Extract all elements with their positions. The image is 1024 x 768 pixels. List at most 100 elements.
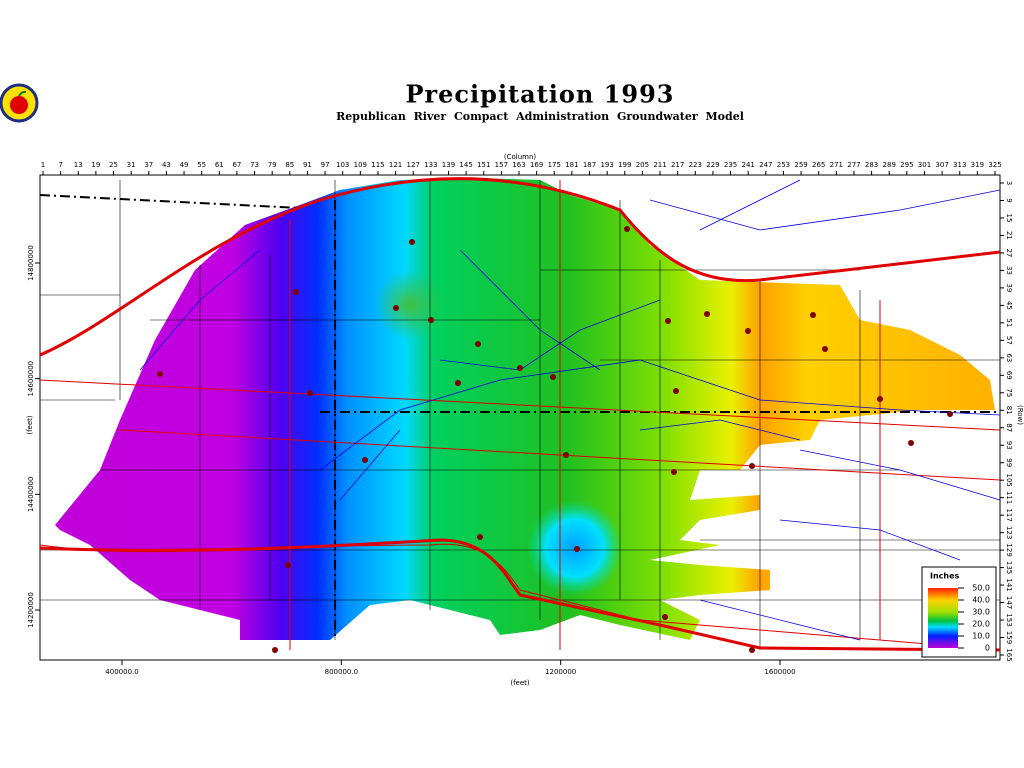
row-tick-label: 165 <box>1005 648 1013 661</box>
column-tick-label: 205 <box>636 161 649 169</box>
legend-tick-label: 50.0 <box>972 584 990 593</box>
row-tick-label: 27 <box>1005 248 1013 257</box>
row-tick-label: 21 <box>1005 231 1013 240</box>
column-tick-label: 265 <box>812 161 825 169</box>
column-tick-label: 259 <box>794 161 807 169</box>
row-tick-label: 159 <box>1005 631 1013 644</box>
column-tick-label: 37 <box>144 161 153 169</box>
row-tick-label: 129 <box>1005 543 1013 556</box>
column-tick-label: 193 <box>600 161 613 169</box>
column-tick-label: 235 <box>724 161 737 169</box>
row-tick-label: 141 <box>1005 578 1013 591</box>
column-tick-label: 223 <box>689 161 702 169</box>
column-tick-label: 271 <box>830 161 843 169</box>
row-tick-label: 153 <box>1005 613 1013 626</box>
column-tick-label: 289 <box>883 161 896 169</box>
map-title: Precipitation 1993 <box>405 80 674 109</box>
column-axis-label: (Column) <box>504 153 537 161</box>
column-tick-label: 61 <box>215 161 224 169</box>
column-tick-label: 187 <box>583 161 596 169</box>
legend-colorbar <box>928 588 958 648</box>
row-tick-label: 111 <box>1005 491 1013 504</box>
column-tick-label: 181 <box>565 161 578 169</box>
x-axis-label: (feet) <box>510 679 530 687</box>
column-tick-label: 127 <box>407 161 420 169</box>
column-tick-label: 283 <box>865 161 878 169</box>
column-tick-label: 13 <box>74 161 83 169</box>
y-tick-label: 14800000 <box>27 245 35 281</box>
column-tick-label: 31 <box>127 161 136 169</box>
row-tick-label: 93 <box>1005 441 1013 450</box>
column-tick-label: 25 <box>109 161 118 169</box>
column-tick-label: 67 <box>232 161 241 169</box>
column-tick-label: 151 <box>477 161 490 169</box>
column-tick-label: 277 <box>847 161 860 169</box>
row-tick-label: 45 <box>1005 301 1013 310</box>
logo <box>0 83 39 123</box>
y-tick-label: 14200000 <box>27 592 35 628</box>
column-tick-label: 43 <box>162 161 171 169</box>
column-tick-label: 73 <box>250 161 259 169</box>
x-tick-label: 1200000 <box>545 668 576 676</box>
column-tick-label: 79 <box>268 161 277 169</box>
row-tick-label: 75 <box>1005 388 1013 397</box>
column-tick-label: 55 <box>197 161 206 169</box>
row-tick-label: 63 <box>1005 353 1013 362</box>
row-tick-label: 147 <box>1005 596 1013 609</box>
column-tick-label: 109 <box>354 161 367 169</box>
column-tick-label: 49 <box>180 161 189 169</box>
y-tick-label: 14600000 <box>27 361 35 397</box>
column-tick-label: 241 <box>741 161 754 169</box>
column-tick-label: 7 <box>58 161 62 169</box>
row-tick-label: 15 <box>1005 214 1013 223</box>
legend-title: Inches <box>930 572 960 581</box>
row-tick-label: 33 <box>1005 266 1013 275</box>
row-tick-label: 57 <box>1005 336 1013 345</box>
legend-tick-label: 40.0 <box>972 596 990 605</box>
column-tick-label: 157 <box>495 161 508 169</box>
column-tick-label: 325 <box>988 161 1001 169</box>
row-axis-label: (Row) <box>1016 405 1024 425</box>
column-tick-label: 19 <box>91 161 100 169</box>
map-subtitle: Republican River Compact Administration … <box>336 110 744 123</box>
column-tick-label: 103 <box>336 161 349 169</box>
column-tick-label: 133 <box>424 161 437 169</box>
y-axis-label: (feet) <box>26 415 34 435</box>
stations <box>157 226 953 653</box>
column-tick-label: 253 <box>777 161 790 169</box>
column-tick-label: 169 <box>530 161 543 169</box>
column-tick-label: 115 <box>371 161 384 169</box>
column-tick-label: 229 <box>706 161 719 169</box>
rivers <box>139 179 1001 641</box>
column-tick-label: 307 <box>935 161 948 169</box>
y-tick-label: 14400000 <box>27 477 35 513</box>
row-tick-label: 81 <box>1005 406 1013 415</box>
column-tick-label: 163 <box>512 161 525 169</box>
column-tick-label: 1 <box>41 161 45 169</box>
row-tick-label: 99 <box>1005 458 1013 467</box>
legend-tick-label: 30.0 <box>972 608 990 617</box>
column-tick-label: 199 <box>618 161 631 169</box>
row-tick-label: 3 <box>1005 181 1013 185</box>
x-tick-label: 800000.0 <box>325 668 358 676</box>
column-tick-label: 175 <box>548 161 561 169</box>
legend-tick-label: 10.0 <box>972 632 990 641</box>
row-tick-label: 135 <box>1005 561 1013 574</box>
x-tick-label: 1600000 <box>764 668 795 676</box>
legend-tick-label: 0 <box>985 644 990 653</box>
column-tick-label: 247 <box>759 161 772 169</box>
column-tick-label: 85 <box>285 161 294 169</box>
column-tick-label: 295 <box>900 161 913 169</box>
row-tick-label: 117 <box>1005 508 1013 521</box>
column-tick-label: 217 <box>671 161 684 169</box>
column-tick-label: 145 <box>459 161 472 169</box>
column-tick-label: 97 <box>321 161 330 169</box>
row-tick-label: 123 <box>1005 526 1013 539</box>
column-tick-label: 91 <box>303 161 312 169</box>
column-tick-label: 121 <box>389 161 402 169</box>
row-tick-label: 51 <box>1005 318 1013 327</box>
row-tick-label: 105 <box>1005 473 1013 486</box>
column-tick-label: 139 <box>442 161 455 169</box>
legend: Inches 50.0 40.0 30.0 20.0 10.0 0 <box>921 566 997 658</box>
